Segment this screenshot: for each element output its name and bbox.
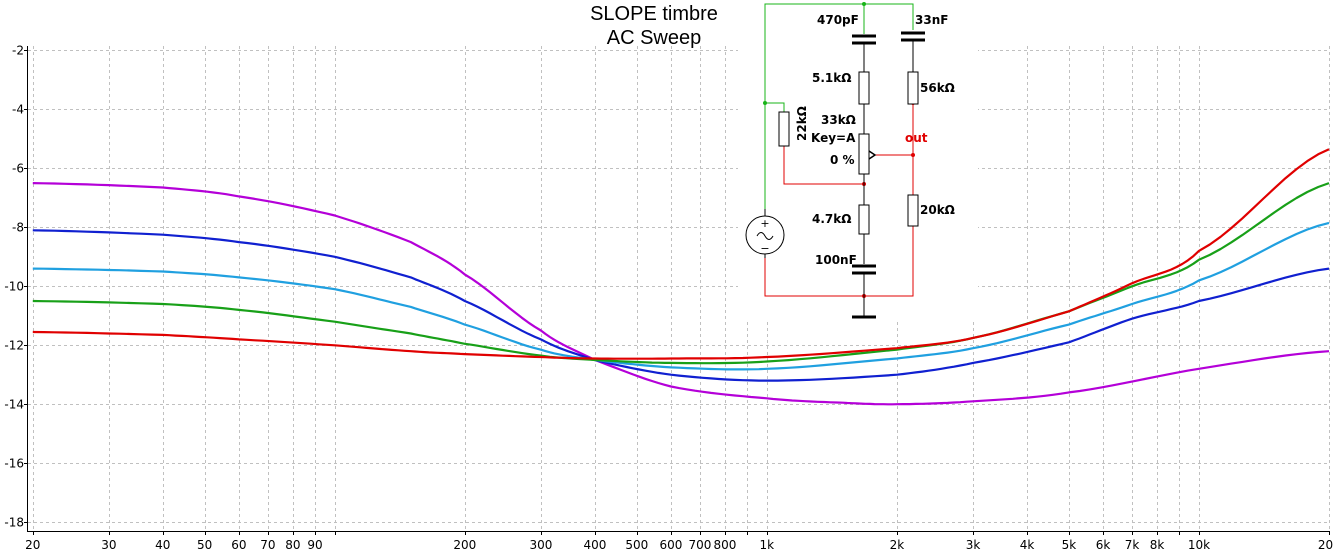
x-tick-label: 40 — [155, 538, 170, 552]
green-wire-top — [764, 3, 914, 214]
chart-title-line-1: SLOPE timbre — [590, 3, 718, 25]
potentiometer-33k — [858, 133, 870, 175]
label-r4: 20kΩ — [920, 203, 955, 217]
x-tick-label: 500 — [625, 538, 648, 552]
x-tick-label: 50 — [197, 538, 212, 552]
label-c2: 33nF — [915, 13, 948, 27]
label-pot: 33kΩ — [821, 113, 856, 127]
label-c3: 100nF — [815, 253, 857, 267]
x-tick-label: 70 — [260, 538, 275, 552]
red-wire-ground — [764, 226, 914, 297]
label-r2: 56kΩ — [920, 81, 955, 95]
pot-wiper-arrow — [868, 150, 877, 160]
label-r5: 4.7kΩ — [812, 212, 851, 226]
resistor-22k — [778, 111, 790, 147]
x-tick-label: 400 — [583, 538, 606, 552]
series-line — [32, 229, 1330, 382]
circuit-schematic: 470pF 33nF 5.1kΩ 56kΩ 22kΩ 33kΩ Key=A 0 … — [738, 0, 978, 322]
resistor-4k7 — [858, 204, 870, 235]
label-out: out — [905, 131, 928, 145]
x-tick-label: 800 — [714, 538, 737, 552]
y-axis-ticks: -2 -4 -6 -8 -10 -12 -14 -16 -18 — [4, 44, 28, 530]
x-tick-label: 200 — [453, 538, 476, 552]
x-tick-label: 2k — [890, 538, 905, 552]
green-wire-r3 — [765, 102, 785, 112]
node-dot — [862, 2, 866, 6]
chart-title-line-2: AC Sweep — [607, 27, 702, 49]
y-tick-label: -16 — [4, 457, 24, 471]
y-tick-label: -14 — [4, 398, 24, 412]
x-tick-label: 6k — [1096, 538, 1111, 552]
x-tick-label: 4k — [1020, 538, 1035, 552]
label-c1: 470pF — [817, 13, 859, 27]
x-tick-label: 5k — [1062, 538, 1077, 552]
svg-text:+: + — [760, 217, 769, 230]
series-line — [32, 182, 1330, 406]
x-tick-label: 20k — [1318, 538, 1333, 552]
y-tick-label: -12 — [4, 339, 24, 353]
label-r3: 22kΩ — [795, 106, 809, 141]
ac-source: + − — [745, 215, 785, 255]
y-tick-label: -6 — [12, 162, 24, 176]
label-r1: 5.1kΩ — [812, 71, 851, 85]
x-tick-label: 1k — [760, 538, 775, 552]
x-tick-label: 60 — [231, 538, 246, 552]
x-tick-label: 90 — [307, 538, 322, 552]
x-tick-label: 80 — [285, 538, 300, 552]
node-dot — [911, 153, 915, 157]
series-line — [32, 221, 1330, 371]
resistor-20k — [907, 194, 919, 227]
x-tick-label: 20 — [25, 538, 40, 552]
x-tick-label: 7k — [1125, 538, 1140, 552]
series-line — [32, 148, 1330, 360]
capacitor-470pf — [852, 34, 876, 45]
grid-lines — [28, 46, 1330, 531]
label-pot-pos: 0 % — [830, 153, 855, 167]
svg-text:−: − — [760, 242, 769, 255]
capacitor-33nf — [901, 31, 925, 42]
x-tick-label: 8k — [1150, 538, 1165, 552]
label-pot-key: Key=A — [811, 131, 856, 145]
capacitor-100nf — [852, 264, 876, 275]
y-tick-label: -2 — [12, 44, 24, 58]
y-tick-label: -8 — [12, 221, 24, 235]
series-lines — [32, 148, 1330, 406]
resistor-5k1 — [858, 71, 870, 105]
x-tick-label: 10k — [1188, 538, 1210, 552]
node-dot — [763, 101, 767, 105]
resistor-56k — [907, 71, 919, 105]
plot-frame — [27, 46, 1329, 532]
red-wire-r3-bottom — [783, 146, 864, 185]
y-tick-label: -4 — [12, 103, 24, 117]
x-tick-label: 30 — [101, 538, 116, 552]
x-tick-label: 700 — [688, 538, 711, 552]
schematic-backdrop — [738, 0, 978, 322]
x-tick-label: 300 — [529, 538, 552, 552]
x-axis-ticks: 20 30 40 50 60 70 80 90 200 300 400 500 600 700 800 1k 2… — [25, 531, 1333, 552]
x-tick-label: 600 — [660, 538, 683, 552]
y-tick-label: -18 — [4, 516, 24, 530]
y-tick-label: -10 — [4, 280, 24, 294]
x-tick-label: 3k — [966, 538, 981, 552]
